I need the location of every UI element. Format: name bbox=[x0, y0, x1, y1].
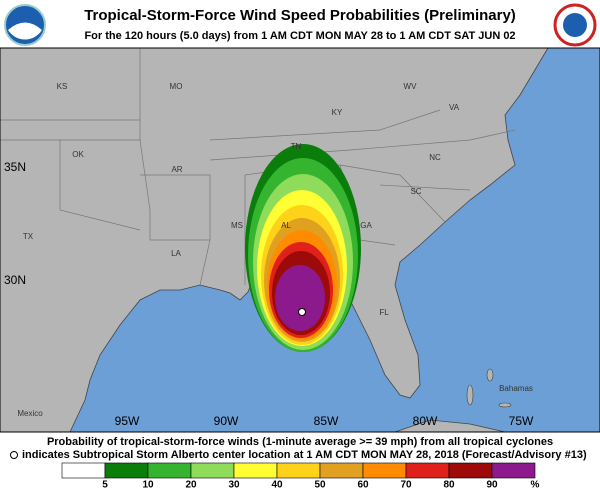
legend-label: 50 bbox=[314, 480, 326, 491]
latitude-label: 35N bbox=[4, 160, 26, 174]
legend-label: % bbox=[531, 480, 540, 491]
state-label: OK bbox=[72, 150, 84, 159]
legend-label: 60 bbox=[357, 480, 369, 491]
state-label: AL bbox=[281, 221, 291, 230]
state-borders bbox=[0, 48, 516, 286]
noaa-logo bbox=[4, 3, 597, 47]
state-label: KY bbox=[332, 108, 343, 117]
legend-label: 20 bbox=[185, 480, 197, 491]
latitude-label: 30N bbox=[4, 273, 26, 287]
legend-swatch bbox=[104, 462, 149, 479]
legend-swatch bbox=[491, 462, 536, 479]
title: Tropical-Storm-Force Wind Speed Probabil… bbox=[84, 7, 516, 24]
longitude-label: 75W bbox=[509, 414, 534, 428]
longitude-label: 85W bbox=[314, 414, 339, 428]
legend-swatch bbox=[233, 462, 278, 479]
state-label: VA bbox=[449, 103, 460, 112]
legend-swatch bbox=[61, 462, 106, 479]
state-label: MS bbox=[231, 221, 243, 230]
legend-label: 40 bbox=[271, 480, 283, 491]
place-label: Bahamas bbox=[499, 384, 533, 393]
legend-label: 10 bbox=[142, 480, 154, 491]
state-label: TX bbox=[23, 232, 34, 241]
legend-swatch bbox=[319, 462, 364, 479]
longitude-label: 95W bbox=[115, 414, 140, 428]
place-label: Mexico bbox=[17, 409, 43, 418]
map-border bbox=[0, 47, 600, 433]
legend: 5 10 20 30 40 50 60 70 80 90% bbox=[61, 462, 540, 491]
legend-swatch bbox=[405, 462, 450, 479]
state-label: NC bbox=[429, 153, 441, 162]
state-label: MO bbox=[170, 82, 183, 91]
legend-label: 30 bbox=[228, 480, 240, 491]
state-label: AR bbox=[171, 165, 182, 174]
storm-center bbox=[298, 308, 306, 316]
state-label: KS bbox=[57, 82, 68, 91]
footer-line2: indicates Subtropical Storm Alberto cent… bbox=[22, 449, 587, 461]
legend-swatch bbox=[190, 462, 235, 479]
map: KS MO WV KY VA OK TN NC AR SC TX MS AL GA LA FL Mexico Ba… bbox=[0, 47, 600, 433]
state-label: SC bbox=[410, 187, 421, 196]
probability-band bbox=[275, 265, 325, 331]
subtitle: For the 120 hours (5.0 days) from 1 AM C… bbox=[84, 30, 515, 42]
probability-contours bbox=[245, 144, 361, 352]
legend-label: 5 bbox=[102, 480, 108, 491]
bahamas-islands bbox=[466, 368, 512, 408]
legend-label: 70 bbox=[400, 480, 412, 491]
legend-label: 80 bbox=[443, 480, 455, 491]
center-icon bbox=[10, 451, 18, 459]
longitude-label: 90W bbox=[214, 414, 239, 428]
state-label: WV bbox=[404, 82, 418, 91]
state-label: FL bbox=[379, 308, 389, 317]
legend-label: 90 bbox=[486, 480, 498, 491]
legend-swatch bbox=[276, 462, 321, 479]
footer-line1: Probability of tropical-storm-force wind… bbox=[47, 436, 553, 448]
legend-swatch bbox=[147, 462, 192, 479]
longitude-label: 80W bbox=[413, 414, 438, 428]
state-label: TN bbox=[291, 142, 302, 151]
legend-swatch bbox=[362, 462, 407, 479]
state-label: GA bbox=[360, 221, 372, 230]
state-label: LA bbox=[171, 249, 181, 258]
legend-swatch bbox=[448, 462, 493, 479]
